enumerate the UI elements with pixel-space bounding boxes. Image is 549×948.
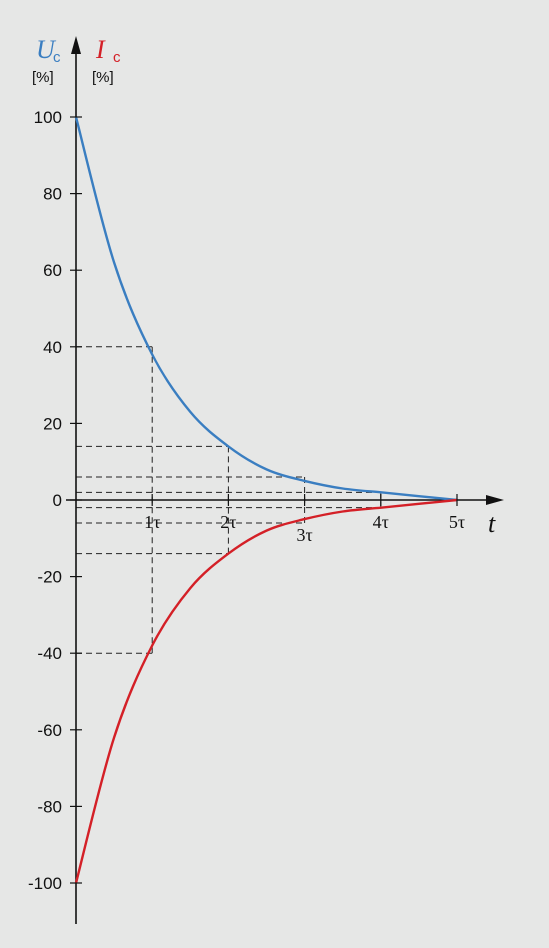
series-line-0 — [74, 116, 458, 502]
y-axis-symbol-1: I — [95, 35, 106, 64]
x-axis-arrow — [486, 495, 504, 505]
y-tick-label-3: 40 — [43, 338, 62, 357]
y-axis-arrow — [71, 36, 81, 54]
y-tick-label-9: -80 — [37, 797, 62, 816]
axes — [66, 36, 504, 924]
y-axis-subscript-1: c — [113, 49, 121, 66]
y-tick-label-4: 20 — [43, 414, 62, 433]
guide-lines — [76, 346, 382, 654]
y-tick-label-8: -60 — [37, 721, 62, 740]
series-lines — [74, 116, 458, 884]
y-tick-label-1: 80 — [43, 185, 62, 204]
y-tick-label-5: 0 — [53, 491, 62, 510]
series-line-1 — [74, 498, 458, 884]
x-tick-label-4: 5τ — [449, 512, 465, 532]
x-tick-label-1: 2τ — [220, 512, 236, 532]
y-axis-unit-0: [%] — [32, 69, 54, 86]
y-axis-unit-1: [%] — [92, 69, 114, 86]
tick-marks — [70, 116, 458, 884]
x-tick-label-0: 1τ — [144, 512, 160, 532]
y-tick-label-10: -100 — [28, 874, 62, 893]
y-axis-symbol-0: U — [36, 35, 57, 64]
y-axis-subscript-0: c — [53, 49, 61, 66]
x-tick-label-2: 3τ — [296, 525, 312, 545]
y-tick-label-7: -40 — [37, 644, 62, 663]
y-tick-label-0: 100 — [34, 108, 62, 127]
y-tick-label-2: 60 — [43, 261, 62, 280]
x-axis-label: t — [488, 509, 496, 538]
x-tick-label-3: 4τ — [373, 512, 389, 532]
y-tick-label-6: -20 — [37, 568, 62, 587]
axis-labels: 100 80 60 40 20 0 -20 -40 -60 -80 -100 1τ 2τ 3τ 4τ 5τ t U… — [28, 35, 496, 893]
